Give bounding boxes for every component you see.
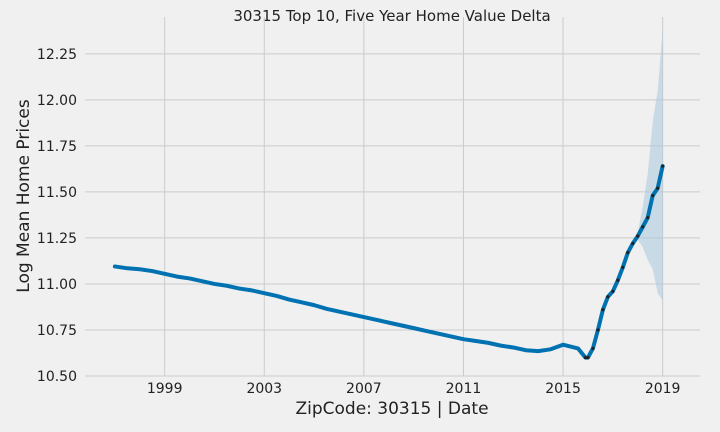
y-tick-label: 10.75 — [37, 323, 77, 339]
x-tick-label: 1999 — [147, 381, 183, 397]
y-tick-label: 12.25 — [37, 47, 77, 63]
chart-title: 30315 Top 10, Five Year Home Value Delta — [233, 7, 550, 25]
x-tick-label: 2007 — [346, 381, 382, 397]
y-tick-label: 11.50 — [37, 185, 77, 201]
observed-point — [591, 346, 595, 350]
x-axis-title: ZipCode: 30315 | Date — [295, 399, 488, 419]
confidence-band — [637, 29, 663, 301]
model-fit-line — [112, 164, 665, 360]
confidence-interval-band — [637, 29, 663, 301]
observed-point — [596, 328, 600, 332]
x-tick-label: 2003 — [246, 381, 282, 397]
observed-point — [583, 355, 588, 360]
observed-point — [636, 234, 640, 238]
observed-point — [606, 295, 610, 299]
observed-point — [626, 251, 630, 255]
observed-point — [646, 216, 650, 220]
observed-point — [641, 225, 645, 229]
y-tick-label: 11.00 — [37, 277, 77, 293]
observed-point — [661, 164, 665, 168]
observed-point — [611, 289, 615, 293]
y-tick-label: 11.75 — [37, 139, 77, 155]
observed-point — [616, 278, 620, 282]
observed-point — [621, 265, 625, 269]
observed-point — [656, 186, 660, 190]
y-tick-label: 11.25 — [37, 231, 77, 247]
observed-point — [651, 193, 655, 198]
y-tick-label: 10.50 — [37, 369, 77, 385]
observed-point — [586, 355, 590, 360]
x-tick-label: 2011 — [446, 381, 482, 397]
series-lines — [112, 164, 665, 360]
observed-point — [601, 308, 605, 312]
y-axis-ticks: 10.50 10.75 11.00 11.25 11.50 11.75 12.00 12.25 — [37, 47, 77, 385]
x-tick-label: 2019 — [645, 381, 681, 397]
observed-point — [631, 241, 635, 246]
y-tick-label: 12.00 — [37, 93, 77, 109]
y-axis-title: Log Mean Home Prices — [14, 99, 34, 293]
x-tick-label: 2015 — [545, 381, 581, 397]
x-axis-ticks: 1999 2003 2007 2011 2015 2019 — [147, 381, 681, 397]
